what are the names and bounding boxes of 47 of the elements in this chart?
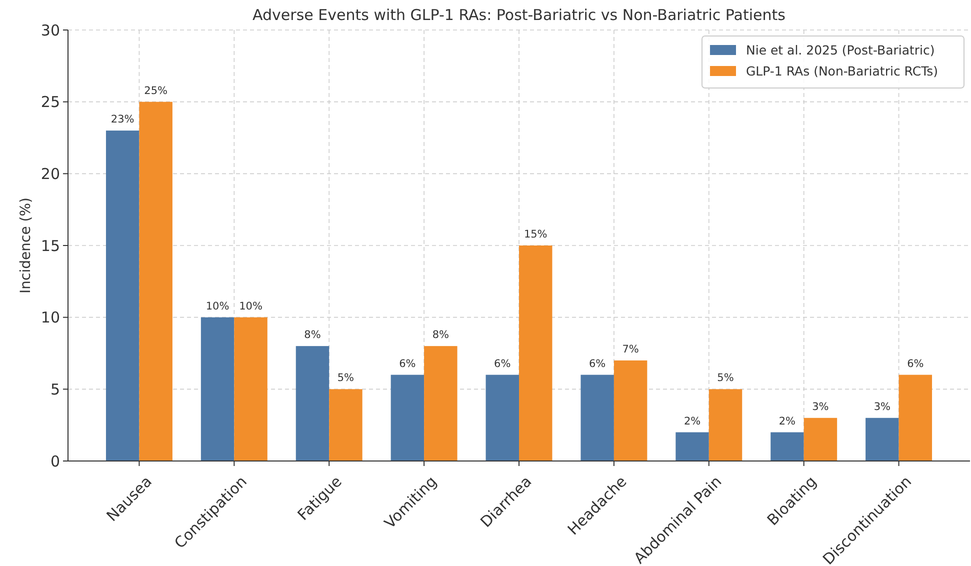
- data-label: 7%: [622, 343, 639, 356]
- y-tick-label: 30: [40, 21, 60, 40]
- bar: [296, 346, 330, 461]
- data-label: 6%: [907, 358, 924, 370]
- bar: [234, 317, 268, 461]
- data-label: 10%: [239, 300, 262, 312]
- data-label: 2%: [684, 415, 701, 428]
- y-tick-label: 0: [50, 452, 60, 470]
- y-tick-label: 15: [40, 236, 60, 255]
- bar: [486, 374, 519, 461]
- legend-label: GLP-1 RAs (Non-Bariatric RCTs): [746, 63, 938, 78]
- data-label: 3%: [874, 400, 891, 413]
- bar: [708, 389, 742, 461]
- bar: [329, 389, 362, 461]
- bar: [898, 374, 932, 461]
- bar: [200, 317, 234, 461]
- legend-label: Nie et al. 2025 (Post-Bariatric): [746, 42, 935, 58]
- bar: [804, 418, 838, 461]
- data-label: 6%: [399, 358, 416, 370]
- bar: [519, 246, 552, 461]
- bar: [424, 346, 458, 461]
- data-label: 3%: [812, 400, 829, 413]
- y-tick-label: 25: [40, 93, 60, 112]
- bar: [614, 360, 648, 461]
- y-tick-label: 10: [40, 308, 60, 327]
- bar: [580, 374, 614, 461]
- data-label: 8%: [304, 329, 321, 342]
- data-label: 6%: [588, 358, 606, 370]
- y-axis-title: Incidence (%): [18, 198, 34, 294]
- y-tick-label: 20: [40, 164, 60, 183]
- bar: [676, 432, 709, 461]
- bar: [770, 432, 804, 461]
- bar: [390, 374, 424, 461]
- data-label: 8%: [432, 329, 450, 342]
- data-label: 15%: [524, 228, 548, 240]
- y-tick-label: 5: [50, 380, 60, 398]
- data-label: 5%: [717, 372, 734, 384]
- chart-title: Adverse Events with GLP-1 RAs: Post-Bariatric vs Non-Bariatric Patients: [252, 6, 786, 24]
- bar: [139, 102, 172, 461]
- bar: [866, 418, 899, 461]
- data-label: 5%: [337, 372, 354, 384]
- data-label: 23%: [110, 114, 134, 126]
- bar: [106, 130, 140, 461]
- data-label: 25%: [144, 84, 168, 97]
- data-label: 6%: [494, 358, 511, 370]
- data-label: 10%: [206, 300, 230, 312]
- data-label: 2%: [778, 415, 796, 428]
